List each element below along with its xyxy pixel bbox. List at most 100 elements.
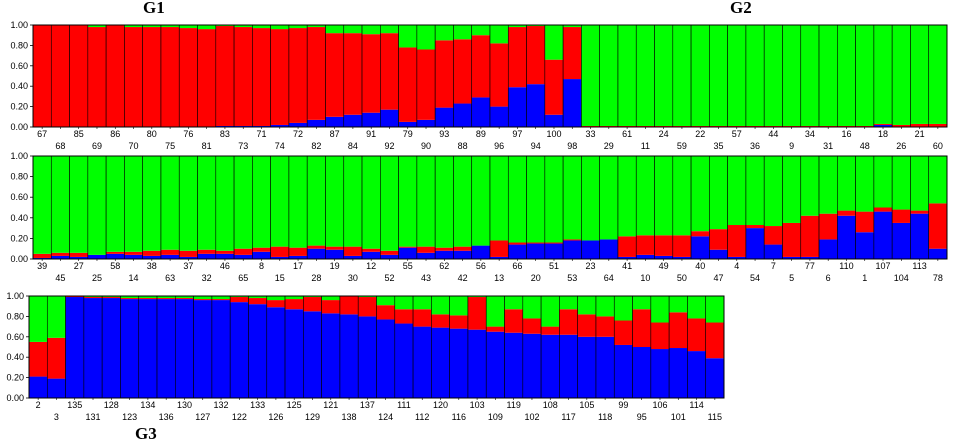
category-label: 105 bbox=[579, 400, 594, 410]
bar-segment-cluster-2 bbox=[522, 318, 542, 334]
category-label: 4 bbox=[734, 261, 739, 271]
bar-segment-cluster-1 bbox=[471, 97, 490, 127]
bar-segment-cluster-1 bbox=[471, 245, 490, 259]
category-label: 53 bbox=[567, 273, 577, 283]
bar-segment-cluster-3 bbox=[559, 296, 578, 310]
bar-segment-cluster-2 bbox=[526, 26, 545, 85]
y-tick-label: 0.80 bbox=[6, 311, 24, 321]
category-label: 18 bbox=[878, 129, 888, 139]
bar-segment-cluster-3 bbox=[29, 296, 48, 342]
bar-segment-cluster-1 bbox=[358, 316, 377, 398]
bar-segment-cluster-3 bbox=[303, 296, 322, 298]
category-label: 119 bbox=[506, 400, 520, 410]
bar-segment-cluster-2 bbox=[650, 322, 670, 350]
category-label: 73 bbox=[238, 141, 248, 151]
bar-segment-cluster-1 bbox=[632, 347, 651, 398]
bar-segment-cluster-2 bbox=[782, 125, 801, 127]
bar-segment-cluster-1 bbox=[654, 255, 673, 259]
bar-segment-cluster-3 bbox=[745, 25, 765, 126]
bar-segment-cluster-3 bbox=[416, 25, 436, 50]
bar-segment-cluster-2 bbox=[928, 203, 947, 249]
bar-segment-cluster-1 bbox=[508, 244, 527, 259]
bar-segment-cluster-1 bbox=[157, 299, 176, 398]
bar-segment-cluster-2 bbox=[142, 250, 161, 256]
bar-segment-cluster-1 bbox=[687, 351, 706, 398]
category-label: 71 bbox=[256, 129, 266, 139]
bar-segment-cluster-3 bbox=[764, 25, 783, 126]
bar-segment-cluster-3 bbox=[270, 25, 289, 30]
category-label: 3 bbox=[54, 412, 59, 422]
bar-segment-cluster-3 bbox=[398, 25, 417, 48]
bar-segment-cluster-1 bbox=[87, 254, 107, 259]
bar-segment-cluster-2 bbox=[745, 225, 765, 229]
bar-segment-cluster-2 bbox=[416, 49, 436, 120]
category-label: 96 bbox=[494, 141, 504, 151]
bar-segment-cluster-3 bbox=[270, 156, 289, 247]
y-tick-label: 0.20 bbox=[10, 233, 28, 243]
category-label: 106 bbox=[652, 400, 667, 410]
bar-segment-cluster-3 bbox=[910, 156, 929, 211]
bar-segment-cluster-3 bbox=[142, 25, 161, 28]
bar-segment-cluster-3 bbox=[138, 296, 158, 299]
bar-segment-cluster-3 bbox=[705, 296, 724, 323]
y-tick-label: 0.60 bbox=[10, 192, 28, 202]
bar-segment-cluster-2 bbox=[142, 27, 161, 127]
bar-segment-cluster-3 bbox=[504, 296, 523, 310]
category-label: 114 bbox=[689, 400, 703, 410]
bar-segment-cluster-3 bbox=[636, 156, 655, 236]
category-label: 15 bbox=[275, 273, 285, 283]
bar-segment-cluster-3 bbox=[435, 25, 454, 41]
bar-segment-cluster-1 bbox=[819, 239, 838, 259]
bar-segment-cluster-2 bbox=[453, 39, 472, 104]
bar-segment-cluster-3 bbox=[910, 25, 929, 124]
bar-segment-cluster-3 bbox=[325, 25, 344, 34]
bar-segment-cluster-1 bbox=[892, 222, 911, 259]
bar-segment-cluster-1 bbox=[270, 124, 289, 127]
bar-segment-cluster-2 bbox=[65, 296, 84, 298]
bar-segment-cluster-2 bbox=[69, 252, 88, 257]
category-label: 50 bbox=[677, 273, 687, 283]
bar-segment-cluster-2 bbox=[435, 40, 454, 108]
category-label: 1 bbox=[862, 273, 867, 283]
bar-segment-cluster-2 bbox=[285, 299, 304, 310]
bar-segment-cluster-3 bbox=[709, 25, 728, 126]
bar-segment-cluster-1 bbox=[339, 314, 359, 398]
bar-segment-cluster-2 bbox=[303, 297, 322, 312]
category-label: 107 bbox=[876, 261, 891, 271]
bar-segment-cluster-2 bbox=[617, 236, 637, 257]
bar-segment-cluster-3 bbox=[51, 156, 70, 253]
category-label: 16 bbox=[841, 129, 851, 139]
bar-segment-cluster-2 bbox=[581, 125, 600, 127]
bar-segment-cluster-3 bbox=[928, 25, 947, 124]
bar-segment-cluster-3 bbox=[617, 156, 637, 237]
category-label: 44 bbox=[768, 129, 778, 139]
bar-segment-cluster-2 bbox=[179, 250, 198, 257]
y-tick-label: 0.40 bbox=[6, 352, 24, 362]
bar-segment-cluster-3 bbox=[800, 156, 820, 216]
bar-segment-cluster-2 bbox=[270, 29, 289, 125]
bar-segment-cluster-3 bbox=[179, 156, 198, 251]
category-label: 95 bbox=[637, 412, 647, 422]
bar-segment-cluster-3 bbox=[380, 156, 399, 251]
bar-segment-cluster-2 bbox=[563, 27, 582, 80]
category-label: 31 bbox=[823, 141, 833, 151]
bar-segment-cluster-3 bbox=[508, 156, 527, 243]
bar-segment-cluster-3 bbox=[727, 25, 746, 126]
bar-segment-cluster-1 bbox=[394, 323, 414, 398]
category-label: 20 bbox=[531, 273, 541, 283]
bar-segment-cluster-2 bbox=[819, 125, 838, 127]
bar-segment-cluster-1 bbox=[266, 307, 286, 398]
bar-segment-cluster-1 bbox=[435, 250, 454, 259]
category-label: 11 bbox=[641, 141, 650, 151]
y-tick-label: 0.20 bbox=[10, 102, 28, 112]
bar-segment-cluster-2 bbox=[669, 312, 688, 349]
bar-segment-cluster-3 bbox=[252, 25, 271, 29]
bar-segment-cluster-3 bbox=[595, 296, 615, 317]
panel-frame bbox=[28, 295, 725, 399]
bar-segment-cluster-3 bbox=[157, 296, 176, 299]
bar-segment-cluster-2 bbox=[215, 250, 235, 254]
category-label: 92 bbox=[384, 141, 394, 151]
bar-segment-cluster-2 bbox=[51, 252, 70, 256]
bar-segment-cluster-3 bbox=[541, 296, 560, 327]
